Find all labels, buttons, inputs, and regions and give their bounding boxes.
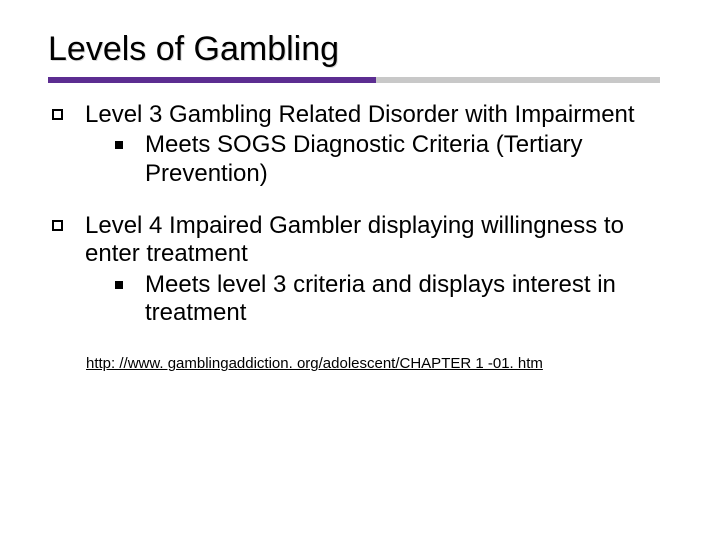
title-underline [48, 77, 660, 83]
list-subitem-text: Meets SOGS Diagnostic Criteria (Tertiary… [145, 131, 672, 188]
source-link-row: http: //www. gamblingaddiction. org/adol… [86, 355, 672, 373]
list-item: Level 3 Gambling Related Disorder with I… [52, 101, 672, 188]
underline-track-gray [376, 77, 660, 83]
slide: Levels of Gambling Level 3 Gambling Rela… [0, 0, 720, 540]
filled-square-icon [115, 281, 123, 289]
slide-body: Level 3 Gambling Related Disorder with I… [48, 101, 672, 373]
list-item-body: Level 4 Impaired Gambler displaying will… [85, 212, 672, 327]
underline-accent [48, 77, 376, 83]
list-subitem: Meets level 3 criteria and displays inte… [115, 271, 672, 328]
list-subitem-text: Meets level 3 criteria and displays inte… [145, 271, 672, 328]
slide-title: Levels of Gambling [48, 30, 672, 69]
source-link[interactable]: http: //www. gamblingaddiction. org/adol… [86, 355, 543, 372]
list-subitem: Meets SOGS Diagnostic Criteria (Tertiary… [115, 131, 672, 188]
list-item-body: Level 3 Gambling Related Disorder with I… [85, 101, 672, 188]
filled-square-icon [115, 141, 123, 149]
list-item: Level 4 Impaired Gambler displaying will… [52, 212, 672, 327]
list-item-text: Level 3 Gambling Related Disorder with I… [85, 101, 635, 128]
list-item-text: Level 4 Impaired Gambler displaying will… [85, 212, 624, 267]
hollow-square-icon [52, 109, 63, 120]
hollow-square-icon [52, 220, 63, 231]
